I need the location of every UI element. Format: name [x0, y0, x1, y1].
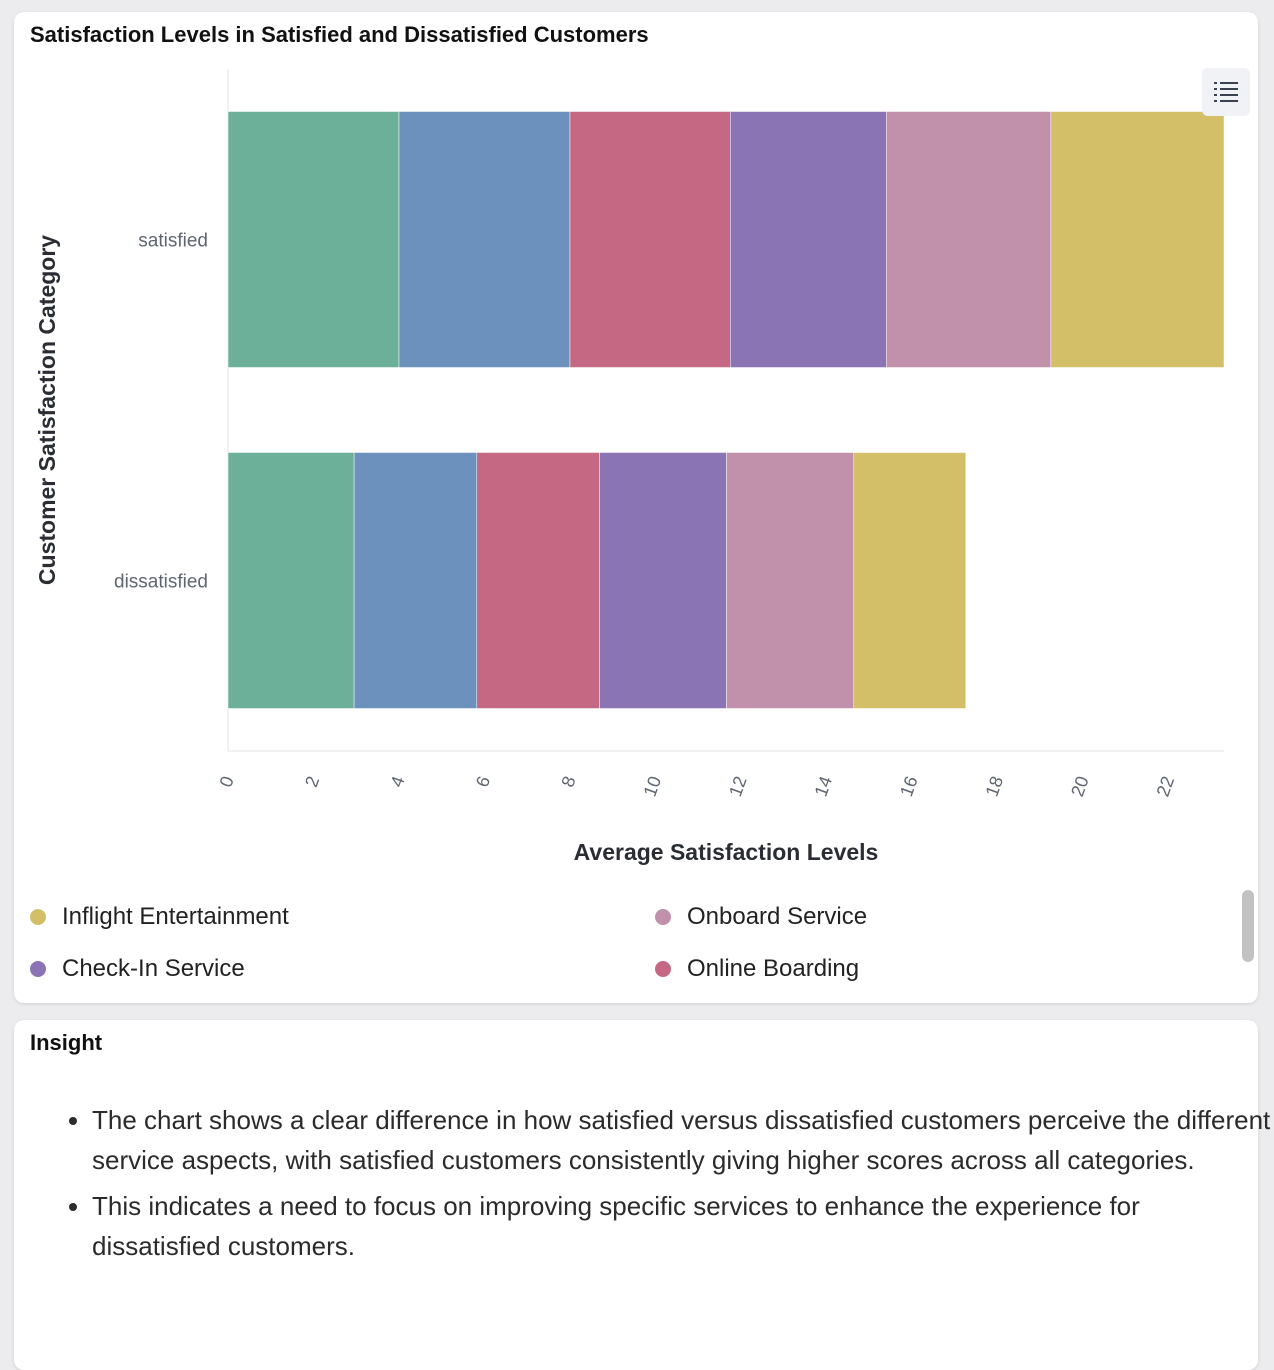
x-tick-label: 16 — [896, 774, 922, 800]
chart-card: Satisfaction Levels in Satisfied and Dis… — [14, 12, 1258, 1003]
bar-segment — [730, 111, 887, 368]
legend-label: Online Boarding — [687, 955, 860, 982]
bar-segment — [227, 111, 400, 368]
legend-item-inflight-entertainment[interactable]: Inflight Entertainment — [30, 902, 289, 932]
bar-segment — [599, 452, 727, 709]
legend-item-online-boarding[interactable]: Online Boarding — [655, 954, 859, 984]
legend-item-onboard-service[interactable]: Onboard Service — [655, 902, 867, 932]
bar-segment — [476, 452, 600, 709]
legend-swatch — [30, 961, 46, 977]
bar-segment — [227, 452, 355, 709]
legend-item-check-in-service[interactable]: Check-In Service — [30, 954, 245, 984]
legend-label: Onboard Service — [687, 903, 868, 930]
bar-segment — [1050, 111, 1225, 368]
y-axis-title: Customer Satisfaction Category — [34, 235, 60, 585]
insight-item: This indicates a need to focus on improv… — [92, 1186, 1272, 1266]
insight-list: The chart shows a clear difference in ho… — [46, 1100, 1272, 1272]
x-tick-label: 18 — [982, 774, 1008, 800]
insight-card: Insight The chart shows a clear differen… — [14, 1020, 1270, 1370]
x-tick-label: 6 — [472, 774, 494, 790]
x-tick-label: 22 — [1153, 774, 1179, 800]
y-tick-label: dissatisfied — [114, 572, 208, 593]
bar-segment — [353, 452, 478, 709]
x-tick-label: 4 — [387, 774, 409, 790]
bar-segment — [569, 111, 731, 368]
insight-title: Insight — [30, 1030, 103, 1055]
list-menu-icon — [1214, 82, 1238, 102]
x-tick-label: 8 — [558, 774, 580, 790]
insight-item: The chart shows a clear difference in ho… — [92, 1100, 1272, 1180]
x-tick-label: 2 — [301, 774, 323, 790]
legend-label: Inflight Entertainment — [62, 903, 289, 930]
x-tick-label: 0 — [216, 774, 238, 790]
legend-swatch — [655, 909, 671, 925]
legend-swatch — [30, 909, 46, 925]
bar-segment — [726, 452, 855, 709]
chart-legend: Inflight Entertainment Onboard Service C… — [30, 892, 1230, 996]
y-tick-label: satisfied — [138, 231, 208, 252]
x-tick-label: 20 — [1067, 774, 1093, 800]
chart-title: Satisfaction Levels in Satisfied and Dis… — [30, 22, 649, 47]
x-axis-title: Average Satisfaction Levels — [574, 839, 879, 865]
x-tick-label: 12 — [725, 774, 751, 800]
bar-segment — [886, 111, 1052, 368]
legend-label: Check-In Service — [62, 955, 245, 982]
x-tick-label: 14 — [811, 774, 837, 800]
legend-scrollbar[interactable] — [1242, 890, 1254, 962]
legend-swatch — [655, 961, 671, 977]
chart-menu-button[interactable] — [1202, 68, 1250, 116]
bar-segment — [398, 111, 571, 368]
x-tick-label: 10 — [640, 774, 666, 800]
bar-chart: satisfied dissatisfied 0 2 4 6 8 10 12 14 16 18 20 22… — [34, 69, 1225, 865]
bar-segment — [853, 452, 967, 709]
